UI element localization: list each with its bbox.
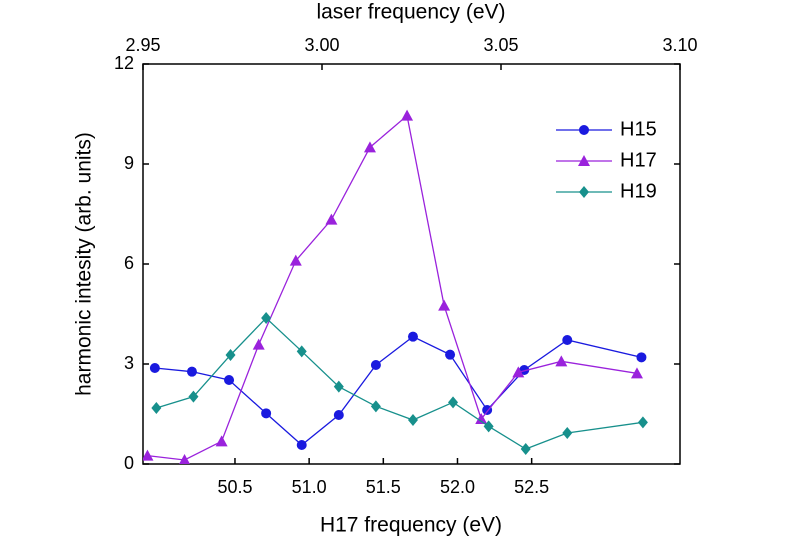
marker (296, 440, 307, 450)
top-tick-label: 3.05 (483, 35, 518, 55)
marker (325, 213, 338, 225)
marker (448, 396, 459, 409)
marker (225, 349, 236, 361)
y-tick-label: 0 (124, 453, 134, 473)
y-axis-label: harmonic intesity (arb. units) (73, 132, 96, 396)
top-tick-label: 3.10 (662, 35, 697, 55)
marker (151, 402, 162, 414)
marker (578, 155, 590, 166)
marker (215, 435, 228, 447)
x-tick-label: 52.0 (440, 477, 475, 497)
y-tick-label: 12 (114, 53, 134, 73)
marker (252, 338, 265, 350)
marker (296, 345, 307, 358)
top-axis-label: laser frequency (eV) (316, 1, 505, 24)
marker (512, 366, 525, 378)
marker (475, 413, 488, 424)
marker (636, 352, 647, 363)
marker (483, 420, 494, 433)
marker (143, 449, 154, 461)
marker (407, 414, 418, 426)
marker (555, 355, 568, 367)
legend-label: H17 (620, 149, 657, 171)
marker (519, 365, 530, 375)
legend-label: H15 (620, 118, 657, 140)
marker (224, 375, 235, 385)
marker (149, 363, 160, 373)
marker (289, 254, 302, 266)
marker (186, 366, 197, 377)
marker (630, 367, 643, 379)
marker (520, 443, 531, 455)
marker (407, 331, 418, 342)
marker (333, 380, 344, 393)
top-tick-label: 3.00 (304, 35, 339, 55)
marker (370, 360, 381, 370)
marker (261, 312, 272, 324)
marker (333, 410, 344, 420)
x-tick-label: 51.5 (366, 477, 401, 497)
marker (579, 186, 589, 198)
marker (261, 408, 272, 419)
marker (637, 416, 648, 429)
marker (363, 141, 376, 153)
marker (438, 299, 451, 311)
marker (179, 454, 190, 464)
x-tick-label: 51.0 (292, 477, 327, 497)
plot-frame (142, 63, 681, 465)
legend-label: H19 (620, 180, 657, 202)
marker (188, 390, 199, 403)
marker (445, 349, 456, 360)
x-axis-label: H17 frequency (eV) (320, 514, 502, 537)
marker (370, 400, 381, 413)
top-tick-label: 2.95 (125, 35, 160, 55)
marker (562, 335, 573, 345)
x-tick-label: 52.5 (514, 477, 549, 497)
y-tick-label: 3 (124, 353, 134, 373)
series-line (147, 114, 638, 461)
y-tick-label: 6 (124, 253, 134, 273)
marker (579, 125, 589, 135)
marker (562, 427, 573, 439)
y-tick-label: 9 (124, 153, 134, 173)
x-tick-label: 50.5 (217, 477, 252, 497)
marker (401, 109, 414, 121)
plot-area (143, 109, 648, 464)
